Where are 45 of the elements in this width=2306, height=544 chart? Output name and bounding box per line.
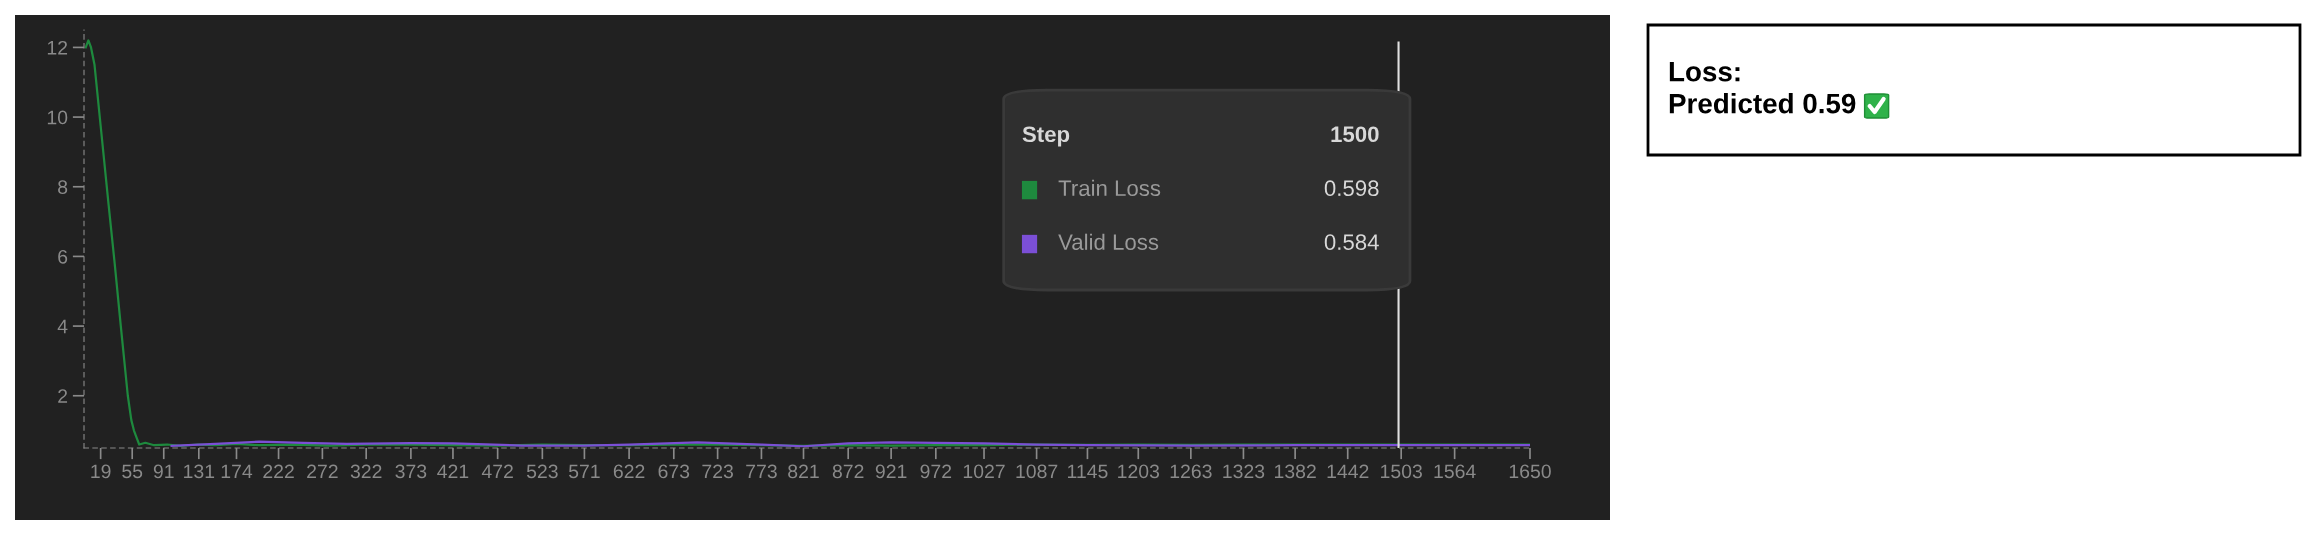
- text: Loss: Predicted 0.59: [1669, 62, 1856, 114]
- y-tick-label: 6: [58, 249, 68, 264]
- x-tick-label: 1503: [1381, 464, 1422, 479]
- x-tick-label: 1027: [963, 464, 1005, 479]
- x-tick-label: 523: [526, 464, 558, 479]
- y-tick-label: 8: [58, 180, 68, 194]
- x-tick-label: 19: [91, 464, 111, 479]
- x-tick-label: 1323: [1223, 464, 1265, 479]
- x-tick-label: 673: [658, 464, 690, 479]
- x-tick-label: 821: [788, 464, 819, 479]
- x-tick-label: 222: [263, 464, 294, 479]
- y-tick-label: 2: [58, 389, 68, 403]
- annotation: 1500: [1331, 126, 1379, 143]
- x-tick-label: 174: [221, 464, 253, 479]
- x-tick-label: 131: [184, 464, 215, 479]
- x-tick-label: 91: [153, 464, 174, 479]
- x-tick-label: 1382: [1274, 464, 1316, 479]
- annotation: 0.598: [1324, 180, 1379, 197]
- x-tick-label: 571: [568, 464, 600, 479]
- x-tick-label: 1203: [1118, 464, 1160, 479]
- x-tick-label: 1442: [1327, 464, 1369, 479]
- x-tick-label: 272: [307, 464, 338, 479]
- x-tick-label: 773: [746, 464, 777, 479]
- x-tick-label: 1087: [1016, 464, 1058, 479]
- legend-label: Valid Loss: [1058, 233, 1159, 251]
- legend-label: Train Loss: [1058, 179, 1161, 197]
- x-tick-label: 472: [481, 464, 513, 479]
- x-tick-label: 723: [702, 464, 733, 479]
- x-tick-label: 622: [613, 464, 645, 479]
- x-tick-label: 1263: [1170, 464, 1212, 479]
- y-tick-label: 4: [57, 319, 68, 334]
- x-tick-label: 972: [920, 464, 952, 479]
- x-tick-label: 921: [875, 464, 907, 479]
- y-tick-label: 12: [47, 40, 68, 55]
- x-tick-label: 421: [437, 464, 469, 479]
- x-tick-label: 322: [350, 464, 382, 479]
- annotation: 0.584: [1324, 234, 1379, 251]
- y-tick-label: 10: [47, 110, 68, 125]
- x-tick-label: 1145: [1068, 464, 1108, 479]
- x-tick-label: 373: [395, 464, 427, 479]
- x-tick-label: 1650: [1509, 464, 1551, 479]
- x-tick-label: 1564: [1434, 464, 1476, 479]
- x-tick-label: 55: [122, 464, 143, 479]
- annotation: Step: [1022, 126, 1070, 147]
- x-tick-label: 872: [832, 464, 864, 479]
